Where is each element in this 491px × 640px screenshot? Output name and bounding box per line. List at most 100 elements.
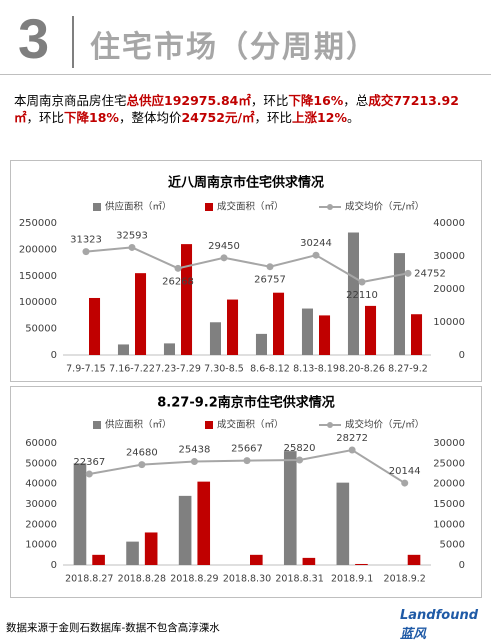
y-tick-label: 20000 — [25, 519, 57, 530]
text-run: ，环比 — [254, 110, 293, 125]
header-rule — [0, 74, 491, 75]
chart-title: 8.27-9.2南京市住宅供求情况 — [157, 395, 335, 411]
point — [266, 263, 274, 271]
point — [190, 458, 198, 466]
y-tick-label: 40000 — [25, 479, 57, 490]
text-run: 下降18% — [64, 110, 119, 125]
text-run: 本周南京商品房住宅 — [14, 93, 127, 108]
bar — [92, 554, 105, 565]
legend-label: 供应面积（㎡） — [105, 201, 172, 213]
point — [358, 278, 366, 286]
y-tick-label: 0 — [51, 560, 57, 571]
bar — [197, 481, 211, 565]
legend-label: 成交均价（元/㎡） — [345, 201, 424, 213]
legend-swatch — [93, 421, 101, 429]
x-tick-label: 2018.8.27 — [65, 574, 113, 585]
chart-title: 近八周南京市住宅供求情况 — [168, 175, 324, 191]
bar — [89, 297, 101, 355]
bar — [227, 299, 239, 355]
x-tick-label: 7.23-7.29 — [155, 364, 201, 375]
text-run: ，整体均价 — [118, 110, 182, 125]
y2-tick-label: 20000 — [433, 284, 465, 295]
point — [312, 251, 320, 259]
x-tick-label: 2018.8.31 — [275, 574, 323, 585]
point — [220, 254, 228, 262]
point — [348, 446, 356, 454]
legend-label: 成交均价（元/㎡） — [345, 419, 424, 431]
section-number: 3 — [18, 7, 50, 70]
bar — [181, 244, 193, 355]
bar — [178, 495, 192, 565]
data-label: 25820 — [284, 443, 316, 454]
data-label: 31323 — [70, 235, 102, 246]
x-tick-label: 2018.9.1 — [331, 574, 373, 585]
bar — [407, 554, 421, 565]
legend-label: 供应面积（㎡） — [105, 419, 172, 431]
y2-tick-label: 30000 — [433, 438, 465, 449]
y-tick-label: 50000 — [25, 324, 57, 335]
chart-box: 8.27-9.2南京市住宅供求情况 供应面积（㎡） 成交面积（㎡） 成交均价（元/㎡）… — [10, 386, 482, 598]
data-label: 25667 — [231, 444, 263, 455]
logo: Landfound蓝风 — [400, 608, 479, 640]
bar — [347, 232, 359, 355]
x-tick-label: 8.27-9.2 — [388, 364, 428, 375]
y2-tick-label: 10000 — [433, 519, 465, 530]
point — [401, 479, 409, 487]
bar — [355, 563, 368, 565]
chart-box: 近八周南京市住宅供求情况供应面积（㎡） 成交面积（㎡） 成交均价（元/㎡） 0 5000… — [10, 160, 482, 382]
y2-tick-label: 30000 — [433, 251, 465, 262]
y-tick-label: 0 — [51, 350, 57, 361]
x-tick-label: 7.30-8.5 — [204, 364, 244, 375]
text-run: 成交77213.92㎡ — [14, 93, 459, 125]
y-tick-label: 30000 — [25, 499, 57, 510]
legend-swatch — [205, 203, 213, 211]
data-label: 24752 — [414, 268, 446, 279]
x-tick-label: 8.6-8.12 — [250, 364, 290, 375]
x-tick-label: 2018.8.29 — [170, 574, 218, 585]
y2-tick-label: 40000 — [433, 218, 465, 229]
y-tick-label: 150000 — [19, 271, 57, 282]
data-label: 20144 — [389, 466, 421, 477]
divider — [72, 16, 74, 68]
point — [404, 269, 412, 277]
data-label: 24680 — [126, 448, 158, 459]
data-label: 29450 — [208, 241, 240, 252]
data-label: 26757 — [254, 275, 286, 286]
bar — [319, 315, 331, 355]
bar — [411, 314, 423, 355]
legend-swatch — [327, 204, 333, 210]
y-tick-label: 50000 — [25, 458, 57, 469]
bar — [163, 343, 175, 355]
bar — [144, 532, 158, 565]
y2-tick-label: 5000 — [440, 540, 465, 551]
bar — [126, 541, 139, 565]
summary: 本周南京商品房住宅总供应192975.84㎡，环比下降16%，总成交77213.… — [14, 92, 479, 126]
bar — [301, 308, 313, 355]
data-label: 30244 — [300, 238, 332, 249]
bar — [135, 273, 147, 355]
x-tick-label: 8.13-8.19 — [293, 364, 339, 375]
y2-tick-label: 0 — [459, 560, 465, 571]
data-label: 26268 — [162, 276, 194, 287]
y-tick-label: 200000 — [19, 244, 57, 255]
bar — [255, 333, 267, 355]
point — [85, 470, 93, 478]
y2-tick-label: 10000 — [433, 317, 465, 328]
data-label: 22367 — [73, 457, 105, 468]
bar — [336, 482, 350, 565]
point — [138, 461, 146, 469]
y2-tick-label: 20000 — [433, 479, 465, 490]
line — [85, 246, 409, 284]
source-note: 数据来源于金则石数据库-数据不包含高淳溧水 — [6, 622, 220, 634]
text-run: 下降16% — [288, 93, 344, 108]
x-tick-label: 2018.8.28 — [118, 574, 166, 585]
bar — [365, 305, 377, 355]
legend-swatch — [93, 203, 101, 211]
legend-label: 成交面积（㎡） — [217, 201, 284, 213]
bar — [283, 451, 297, 565]
x-tick-label: 8.20-8.26 — [339, 364, 385, 375]
bar — [393, 253, 405, 355]
